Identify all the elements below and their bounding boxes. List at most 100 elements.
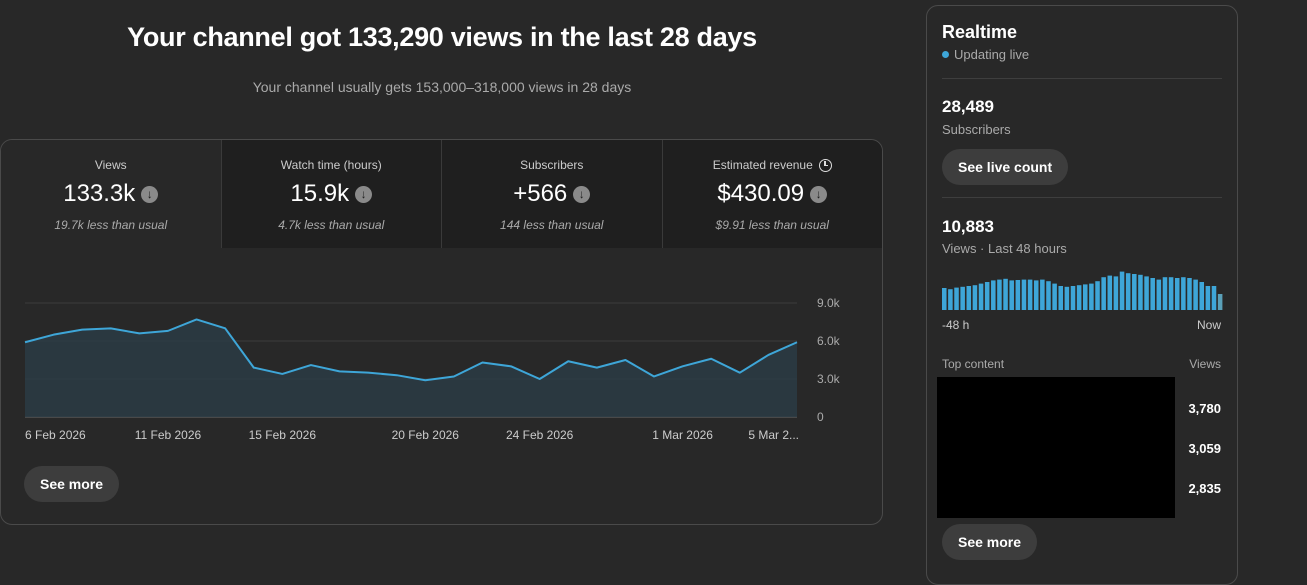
clock-icon bbox=[818, 158, 832, 172]
live-dot-icon bbox=[942, 51, 949, 58]
realtime-bar bbox=[972, 285, 978, 310]
tab-subscribers[interactable]: Subscribers +566 ↓ 144 less than usual bbox=[441, 140, 662, 248]
x-tick-label: 15 Feb 2026 bbox=[249, 428, 317, 442]
realtime-bar bbox=[954, 287, 959, 310]
views-chart[interactable]: 9.0k 6.0k 3.0k 0 6 Feb 2026 11 Feb 2026 15 Feb… bbox=[1, 140, 883, 525]
metric-label: Subscribers bbox=[520, 158, 584, 172]
realtime-bar bbox=[1205, 286, 1211, 310]
top-content-views-header: Views bbox=[1189, 357, 1221, 371]
realtime-bar bbox=[1033, 280, 1039, 310]
realtime-bar bbox=[948, 289, 953, 310]
y-tick-label: 0 bbox=[817, 410, 824, 424]
tab-estimated-revenue[interactable]: Estimated revenue $430.09 ↓ $9.91 less th… bbox=[661, 140, 882, 248]
see-live-count-button[interactable]: See live count bbox=[942, 149, 1069, 185]
realtime-bar bbox=[966, 286, 972, 310]
realtime-bar bbox=[1107, 275, 1113, 310]
down-arrow-icon: ↓ bbox=[810, 185, 828, 203]
realtime-bar bbox=[942, 288, 947, 310]
realtime-bar bbox=[1174, 278, 1180, 310]
realtime-bar bbox=[1095, 281, 1100, 310]
realtime-bar bbox=[1027, 279, 1033, 310]
metric-label: Estimated revenue bbox=[712, 158, 813, 172]
page-subline: Your channel usually gets 153,000–318,00… bbox=[252, 79, 632, 95]
realtime-bar bbox=[1187, 278, 1192, 310]
metric-note: 144 less than usual bbox=[500, 218, 604, 232]
y-tick-label: 3.0k bbox=[817, 372, 841, 386]
top-content-thumbnails[interactable] bbox=[937, 377, 1175, 518]
chart-area-fill bbox=[25, 319, 797, 417]
realtime-bar bbox=[997, 279, 1002, 310]
subscribers-count: 28,489 bbox=[942, 97, 994, 116]
x-tick-label: 6 Feb 2026 bbox=[25, 428, 86, 442]
y-tick-label: 9.0k bbox=[817, 296, 841, 310]
realtime-bar bbox=[1168, 277, 1174, 310]
realtime-bar bbox=[1064, 286, 1070, 310]
x-tick-label: 20 Feb 2026 bbox=[392, 428, 460, 442]
top-content-views-3: 2,835 bbox=[1188, 481, 1221, 496]
realtime-bar bbox=[991, 280, 996, 310]
realtime-bar bbox=[1125, 273, 1131, 310]
x-tick-label: 11 Feb 2026 bbox=[135, 428, 202, 442]
realtime-bar bbox=[1083, 284, 1088, 310]
metric-note: 19.7k less than usual bbox=[54, 218, 168, 232]
realtime-bar bbox=[960, 286, 965, 310]
metric-value: 15.9k bbox=[290, 180, 350, 207]
realtime-bar bbox=[1076, 285, 1082, 310]
realtime-bar bbox=[978, 283, 984, 310]
x-tick-label: 1 Mar 2026 bbox=[652, 428, 713, 442]
realtime-bar bbox=[984, 282, 990, 310]
subscribers-label: Subscribers bbox=[942, 122, 1011, 137]
down-arrow-icon: ↓ bbox=[355, 185, 373, 203]
realtime-bar bbox=[1193, 279, 1198, 310]
top-content-views-2: 3,059 bbox=[1188, 441, 1221, 456]
realtime-bar bbox=[1046, 281, 1051, 310]
realtime-see-more-button[interactable]: See more bbox=[942, 524, 1038, 560]
x-tick-label: 24 Feb 2026 bbox=[506, 428, 574, 442]
realtime-bar bbox=[1199, 282, 1205, 310]
metric-value: +566 bbox=[513, 180, 568, 207]
chart-line bbox=[24, 318, 798, 382]
realtime-bar bbox=[1089, 283, 1094, 310]
metric-note: 4.7k less than usual bbox=[278, 218, 385, 232]
realtime-bar bbox=[1132, 274, 1137, 310]
page-headline: Your channel got 133,290 views in the la… bbox=[127, 22, 757, 52]
down-arrow-icon: ↓ bbox=[573, 185, 591, 203]
top-content-label: Top content bbox=[942, 357, 1005, 371]
realtime-bar bbox=[1150, 278, 1155, 310]
metric-value: 133.3k bbox=[63, 180, 136, 207]
tab-views[interactable]: Views 133.3k ↓ 19.7k less than usual bbox=[1, 140, 221, 248]
live-status-text: Updating live bbox=[954, 47, 1030, 62]
divider bbox=[942, 197, 1222, 198]
realtime-bar bbox=[1021, 279, 1027, 310]
live-status: Updating live bbox=[942, 47, 1029, 62]
realtime-bar bbox=[1052, 283, 1057, 310]
realtime-bar bbox=[1119, 271, 1125, 310]
tab-watch-time[interactable]: Watch time (hours) 15.9k ↓ 4.7k less than… bbox=[220, 140, 441, 248]
realtime-bar bbox=[1009, 280, 1014, 310]
realtime-bar bbox=[1070, 286, 1076, 310]
see-more-button[interactable]: See more bbox=[24, 466, 120, 502]
realtime-bar bbox=[1101, 277, 1106, 310]
divider bbox=[942, 78, 1222, 79]
realtime-bar bbox=[1040, 279, 1045, 310]
realtime-bar bbox=[1162, 277, 1168, 310]
realtime-bar-chart[interactable] bbox=[942, 270, 1224, 310]
realtime-bar bbox=[1113, 276, 1119, 310]
realtime-bar bbox=[1003, 278, 1008, 310]
axis-end-label: Now bbox=[1196, 318, 1221, 332]
y-tick-label: 6.0k bbox=[817, 334, 841, 348]
realtime-views-count: 10,883 bbox=[942, 217, 994, 236]
metric-label: Watch time (hours) bbox=[280, 158, 382, 172]
realtime-bar bbox=[1181, 277, 1186, 310]
realtime-bar bbox=[1217, 294, 1223, 310]
realtime-views-label: Views · Last 48 hours bbox=[942, 241, 1067, 256]
metric-value: $430.09 bbox=[717, 180, 805, 207]
metric-note: $9.91 less than usual bbox=[715, 218, 829, 232]
realtime-bar bbox=[1156, 279, 1162, 310]
x-tick-label: 5 Mar 2... bbox=[748, 428, 799, 442]
realtime-bar bbox=[1211, 286, 1217, 310]
down-arrow-icon: ↓ bbox=[141, 185, 159, 203]
realtime-panel: Realtime Updating live 28,489 Subscriber… bbox=[926, 5, 1238, 585]
axis-start-label: -48 h bbox=[942, 318, 970, 332]
realtime-bar bbox=[1138, 274, 1143, 310]
